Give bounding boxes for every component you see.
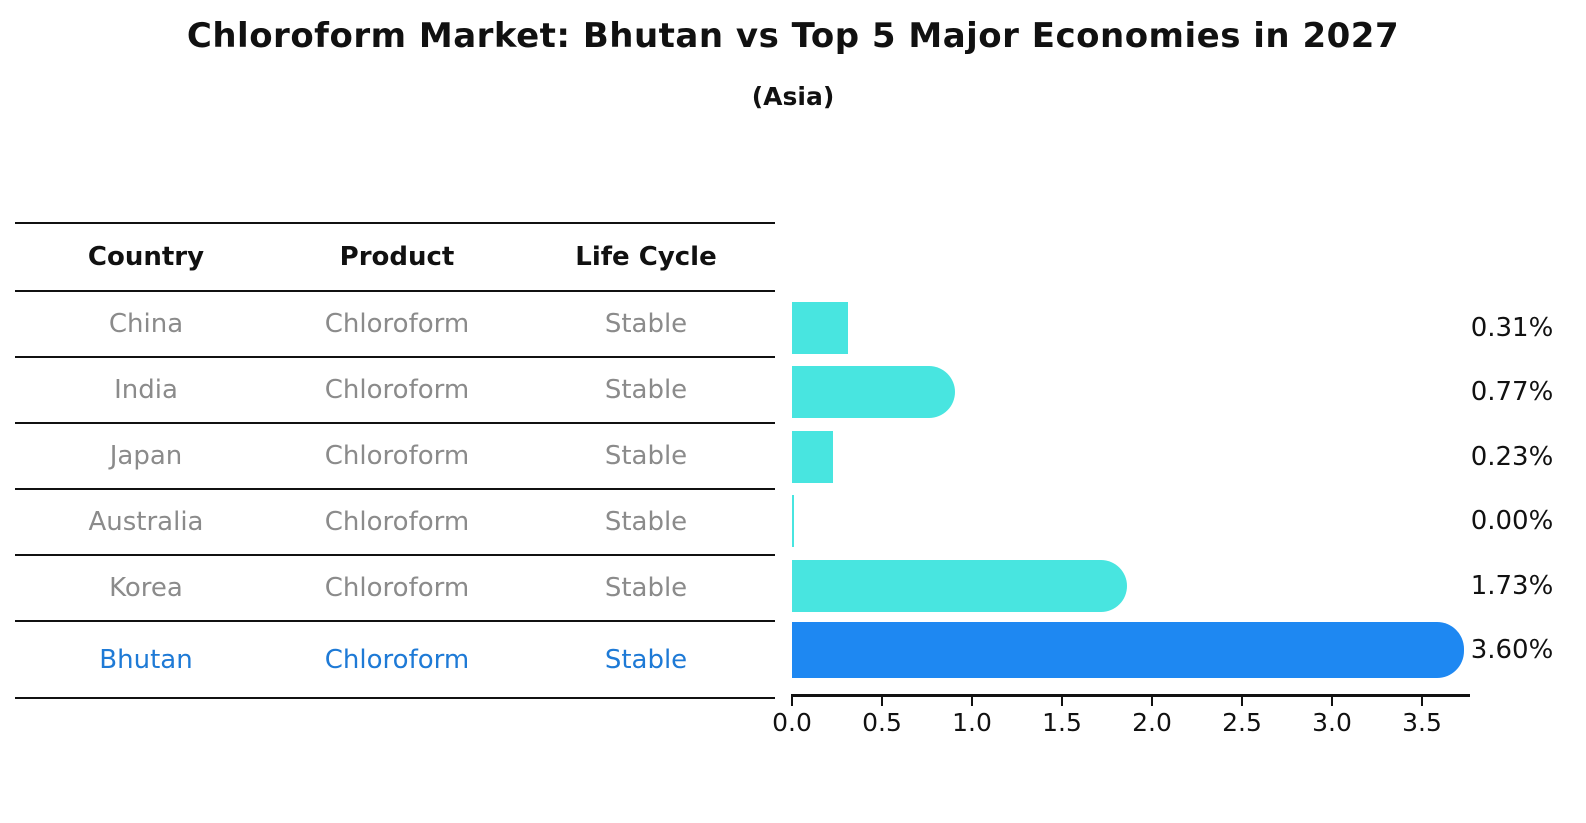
country-cell: Korea	[109, 573, 183, 603]
x-tick-mark	[1151, 697, 1153, 706]
bar-bhutan-highlighted	[792, 622, 1464, 678]
chart-subtitle: (Asia)	[751, 82, 835, 111]
chart-title: Chloroform Market: Bhutan vs Top 5 Major…	[186, 16, 1400, 56]
country-cell: Australia	[88, 507, 204, 537]
value-label-korea: 1.73%	[1470, 571, 1554, 601]
bar-korea	[792, 560, 1128, 612]
x-tick-mark	[791, 697, 793, 706]
country-cell: Japan	[109, 441, 183, 471]
x-tick-mark	[971, 697, 973, 706]
life-cycle-cell: Stable	[604, 573, 688, 603]
value-label-china: 0.31%	[1470, 313, 1554, 343]
country-cell: China	[108, 309, 184, 339]
product-cell: Chloroform	[324, 375, 470, 405]
table-header-product: Product	[339, 242, 455, 272]
product-cell: Chloroform	[324, 573, 470, 603]
product-cell: Chloroform	[324, 507, 470, 537]
x-tick-mark	[881, 697, 883, 706]
table-row: Korea Chloroform Stable	[15, 556, 775, 622]
x-tick-label: 0.0	[772, 708, 812, 737]
life-cycle-cell: Stable	[604, 644, 688, 675]
x-tick-label: 3.5	[1402, 708, 1442, 737]
x-tick-mark	[1331, 697, 1333, 706]
life-cycle-cell: Stable	[604, 507, 688, 537]
x-tick-label: 1.0	[952, 708, 992, 737]
x-tick-mark	[1241, 697, 1243, 706]
bar-china	[792, 302, 848, 354]
value-label-japan: 0.23%	[1470, 442, 1554, 472]
x-tick-label: 1.5	[1042, 708, 1082, 737]
table-row: India Chloroform Stable	[15, 358, 775, 424]
country-table: Country Product Life Cycle China Chlorof…	[15, 222, 775, 699]
x-tick-label: 3.0	[1312, 708, 1352, 737]
table-header-life-cycle: Life Cycle	[575, 242, 717, 272]
life-cycle-cell: Stable	[604, 375, 688, 405]
table-row-highlight-bhutan: Bhutan Chloroform Stable	[15, 622, 775, 699]
bar-australia	[792, 495, 794, 547]
table-row: China Chloroform Stable	[15, 292, 775, 358]
x-tick-label: 2.5	[1222, 708, 1262, 737]
product-cell: Chloroform	[324, 441, 470, 471]
country-cell: India	[114, 375, 178, 405]
product-cell: Chloroform	[324, 309, 470, 339]
bar-india	[792, 366, 955, 418]
life-cycle-cell: Stable	[604, 309, 688, 339]
x-axis-line	[791, 694, 1470, 697]
x-tick-label: 0.5	[862, 708, 902, 737]
value-label-india: 0.77%	[1470, 377, 1554, 407]
value-label-australia: 0.00%	[1470, 506, 1554, 536]
table-row: Australia Chloroform Stable	[15, 490, 775, 556]
x-tick-mark	[1421, 697, 1423, 706]
product-cell: Chloroform	[324, 644, 470, 675]
table-header-row: Country Product Life Cycle	[15, 224, 775, 292]
x-tick-mark	[1061, 697, 1063, 706]
country-cell: Bhutan	[99, 644, 193, 675]
life-cycle-cell: Stable	[604, 441, 688, 471]
table-row: Japan Chloroform Stable	[15, 424, 775, 490]
x-tick-label: 2.0	[1132, 708, 1172, 737]
table-header-country: Country	[87, 242, 205, 272]
value-label-bhutan: 3.60%	[1470, 635, 1554, 665]
bar-japan	[792, 431, 834, 483]
